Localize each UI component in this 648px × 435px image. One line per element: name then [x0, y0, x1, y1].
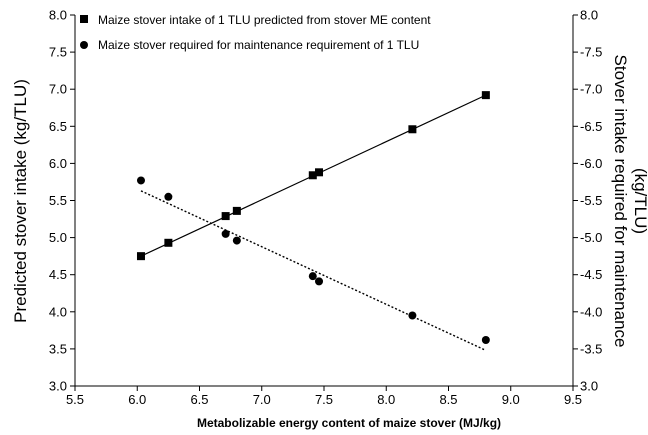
y2-tick-label: 8.0 — [580, 8, 598, 23]
square-point — [408, 125, 417, 134]
y2-axis-title-line1: Stover intake required for maintenance — [611, 55, 630, 348]
circle-point — [481, 335, 490, 344]
x-tick-label: 7.5 — [315, 392, 333, 407]
y-tick-label: 6.0 — [49, 156, 67, 171]
y2-tick-label: -7.0 — [580, 82, 602, 97]
circle-point — [232, 236, 241, 245]
square-point — [308, 171, 317, 180]
square-point — [221, 212, 230, 221]
y-tick-label: 8.0 — [49, 8, 67, 23]
x-tick-label: 5.5 — [66, 392, 84, 407]
y-tick-label: 4.5 — [49, 267, 67, 282]
x-tick-label: 8.5 — [439, 392, 457, 407]
y2-tick-label: -4.0 — [580, 304, 602, 319]
circle-point — [221, 229, 230, 238]
y2-tick-label: -5.5 — [580, 193, 602, 208]
legend: Maize stover intake of 1 TLU predicted f… — [80, 13, 431, 52]
square-point — [136, 252, 145, 261]
y2-ticks: 3.0 -3.5 -4.0 -4.5 -5.0 -5.5 -6.0 -6.5 -7.0 -7.5 8… — [573, 8, 602, 394]
y2-tick-label: -6.5 — [580, 119, 602, 134]
x-tick-label: 6.0 — [128, 392, 146, 407]
y2-tick-label: -3.5 — [580, 341, 602, 356]
y-axis-title: Predicted stover intake (kg/TLU) — [11, 79, 30, 323]
y-tick-label: 3.0 — [49, 379, 67, 394]
square-point — [232, 206, 241, 215]
y-tick-label: 7.0 — [49, 82, 67, 97]
legend-square-marker — [80, 15, 88, 23]
circle-point — [308, 272, 317, 281]
fit-lines — [140, 94, 487, 352]
x-tick-label: 8.0 — [377, 392, 395, 407]
y-tick-label: 4.0 — [49, 304, 67, 319]
square-point — [315, 168, 324, 177]
y2-tick-label: -6.0 — [580, 156, 602, 171]
y2-tick-label: -7.5 — [580, 45, 602, 60]
y-tick-label: 3.5 — [49, 341, 67, 356]
fit-line-maintenance — [140, 190, 487, 352]
y-tick-label: 6.5 — [49, 119, 67, 134]
y2-axis-title-line2: (kg/TLU) — [631, 168, 648, 234]
x-axis-title: Metabolizable energy content of maize st… — [197, 416, 501, 430]
circle-point — [136, 176, 145, 185]
square-point — [481, 91, 490, 100]
circle-point — [408, 311, 417, 320]
y-tick-label: 7.5 — [49, 45, 67, 60]
y-ticks: 3.0 3.5 4.0 4.5 5.0 5.5 6.0 6.5 7.0 7.5 8.0 — [49, 8, 75, 394]
y-tick-label: 5.5 — [49, 193, 67, 208]
y2-tick-label: 3.0 — [580, 379, 598, 394]
circle-point — [315, 277, 324, 286]
markers — [136, 91, 490, 344]
legend-label-maintenance: Maize stover required for maintenance re… — [98, 38, 419, 52]
y2-tick-label: -4.5 — [580, 267, 602, 282]
y2-tick-label: -5.0 — [580, 230, 602, 245]
square-point — [164, 238, 173, 247]
legend-circle-marker — [80, 41, 88, 49]
x-tick-label: 9.0 — [502, 392, 520, 407]
x-ticks: 5.5 6.0 6.5 7.0 7.5 8.0 8.5 9.0 9.5 — [66, 386, 582, 407]
x-tick-label: 9.5 — [564, 392, 582, 407]
x-tick-label: 7.0 — [253, 392, 271, 407]
x-tick-label: 6.5 — [190, 392, 208, 407]
circle-point — [164, 192, 173, 201]
legend-label-intake: Maize stover intake of 1 TLU predicted f… — [98, 13, 431, 27]
y-tick-label: 5.0 — [49, 230, 67, 245]
plot-area — [74, 15, 574, 387]
